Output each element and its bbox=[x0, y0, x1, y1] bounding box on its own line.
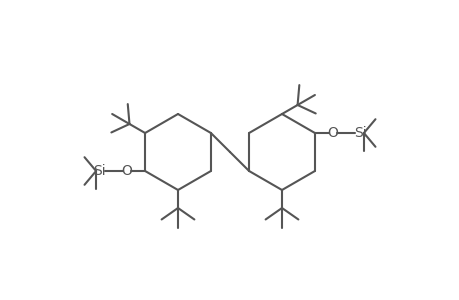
Text: Si: Si bbox=[354, 126, 366, 140]
Text: O: O bbox=[327, 126, 338, 140]
Text: O: O bbox=[121, 164, 132, 178]
Text: Si: Si bbox=[93, 164, 105, 178]
